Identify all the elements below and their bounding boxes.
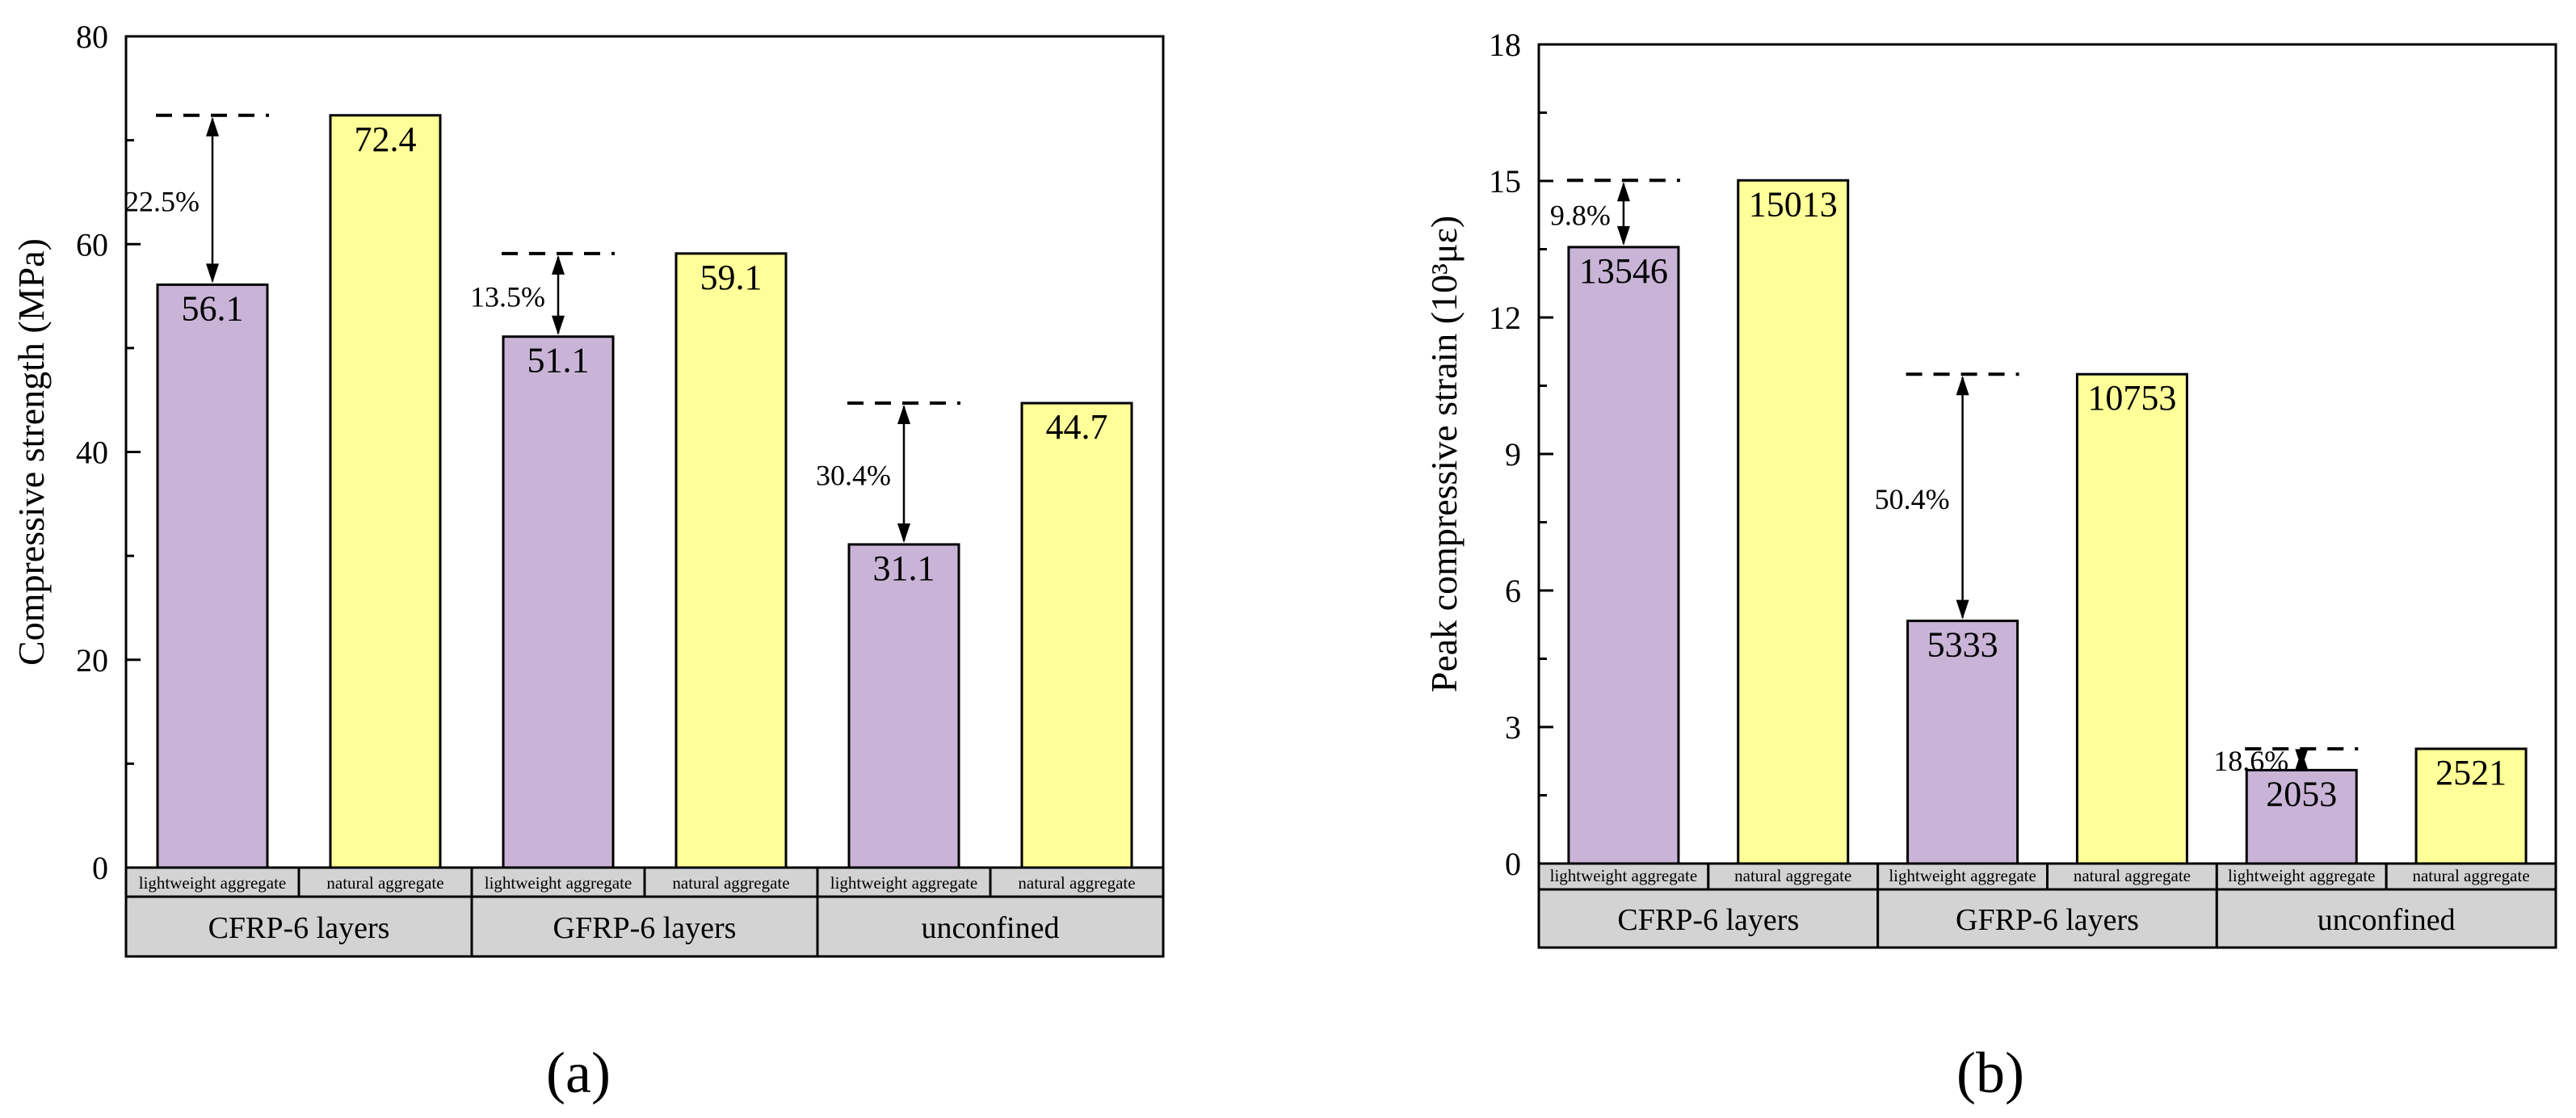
y-tick-label: 80 (76, 19, 108, 55)
bar-value-label: 13546 (1579, 251, 1668, 291)
subcategory-label: lightweight aggregate (1889, 866, 2036, 885)
arrow-head-down (2295, 749, 2309, 769)
subcategory-label: natural aggregate (326, 873, 443, 893)
subcategory-label: natural aggregate (1734, 866, 1851, 885)
y-tick-label: 9 (1505, 436, 1521, 473)
subcategory-label: lightweight aggregate (1550, 866, 1698, 885)
plot-frame (1537, 43, 2557, 865)
group-label: CFRP-6 layers (208, 911, 390, 945)
y-tick-label: 6 (1505, 573, 1521, 609)
group-cell (816, 895, 1165, 958)
plot-frame (124, 35, 1165, 869)
difference-annotation: 50.4% (1875, 483, 1950, 515)
bar-lightweight-aggregate (156, 283, 269, 869)
subcategory-label: natural aggregate (672, 873, 789, 893)
bar-natural-aggregate (1737, 179, 1850, 865)
bar-natural-aggregate (1020, 401, 1133, 869)
bar-value-label: 2053 (2266, 774, 2337, 813)
y-tick-label: 12 (1489, 300, 1521, 336)
difference-annotation: 9.8% (1550, 200, 1611, 232)
panel-label: (b) (1956, 1040, 2024, 1105)
chart-panel-a: 0 20 40 60 80 Compressive strength (MPa) light… (11, 19, 1165, 1105)
arrow-head-down (897, 523, 910, 543)
bar-value-label: 15013 (1749, 184, 1838, 224)
y-axis-label: Peak compressive strain (10³με) (1423, 216, 1464, 692)
arrow-head-up (1616, 182, 1630, 202)
arrow-head-up (897, 405, 910, 425)
bar-value-label: 51.1 (527, 341, 590, 380)
group-label: unconfined (922, 911, 1060, 945)
group-cell (124, 895, 473, 958)
bar-natural-aggregate (674, 252, 788, 869)
y-tick-label: 40 (76, 435, 108, 471)
subcategory-label: lightweight aggregate (485, 873, 632, 893)
subcategory-cell (816, 866, 992, 898)
arrow-head-up (552, 254, 565, 275)
bar-lightweight-aggregate (502, 335, 615, 869)
bar-value-label: 59.1 (700, 258, 763, 297)
bar-lightweight-aggregate (1906, 620, 2019, 865)
group-label: unconfined (2318, 903, 2456, 937)
arrow-head-up (206, 116, 219, 137)
arrow-head-down (206, 263, 219, 284)
bar-natural-aggregate (329, 114, 442, 869)
chart-panel-b: 0 3 6 9 12 15 18 Peak compressive strain (10³με… (1423, 27, 2557, 1105)
arrow-head-up (1956, 376, 1969, 396)
bar-natural-aggregate (2414, 747, 2528, 865)
bar-lightweight-aggregate (1567, 246, 1680, 865)
group-label: CFRP-6 layers (1617, 903, 1799, 937)
bar-value-label: 72.4 (355, 120, 417, 159)
group-cell (470, 895, 819, 958)
arrow-head-down (552, 315, 565, 335)
subcategory-label: lightweight aggregate (139, 873, 287, 893)
bar-value-label: 5333 (1927, 625, 1998, 665)
y-tick-label: 0 (1505, 846, 1521, 882)
bar-value-label: 44.7 (1046, 407, 1108, 447)
group-cell (1876, 888, 2218, 949)
y-tick-label: 15 (1489, 163, 1521, 200)
y-tick-label: 20 (76, 642, 108, 679)
bar-value-label: 10753 (2087, 378, 2176, 418)
arrow-head-down (1616, 225, 1630, 246)
bar-natural-aggregate (2075, 372, 2188, 865)
subcategory-cell (470, 866, 646, 898)
panel-label: (a) (546, 1040, 611, 1105)
group-cell (2215, 888, 2557, 949)
arrow-head-down (1956, 599, 1969, 620)
group-label: GFRP-6 layers (553, 911, 737, 945)
bar-value-label: 2521 (2435, 753, 2507, 792)
difference-annotation: 30.4% (816, 460, 891, 492)
bar-value-label: 56.1 (182, 288, 244, 328)
y-tick-label: 18 (1489, 27, 1521, 63)
difference-annotation: 22.5% (124, 186, 200, 218)
subcategory-label: lightweight aggregate (830, 873, 978, 893)
y-axis-label: Compressive strength (MPa) (11, 238, 52, 666)
subcategory-label: natural aggregate (1018, 873, 1135, 893)
subcategory-label: natural aggregate (2412, 866, 2529, 885)
bar-lightweight-aggregate (2245, 768, 2358, 865)
bar-lightweight-aggregate (847, 543, 960, 869)
y-tick-label: 3 (1505, 709, 1521, 746)
difference-annotation: 18.6% (2213, 745, 2288, 777)
y-tick-label: 0 (92, 850, 108, 886)
subcategory-label: natural aggregate (2074, 866, 2191, 885)
group-label: GFRP-6 layers (1956, 903, 2139, 937)
subcategory-cell (643, 866, 819, 898)
y-tick-label: 60 (76, 226, 108, 263)
bar-value-label: 31.1 (873, 548, 935, 588)
subcategory-label: lightweight aggregate (2228, 866, 2376, 885)
difference-annotation: 13.5% (470, 280, 545, 313)
group-cell (1537, 888, 1880, 949)
